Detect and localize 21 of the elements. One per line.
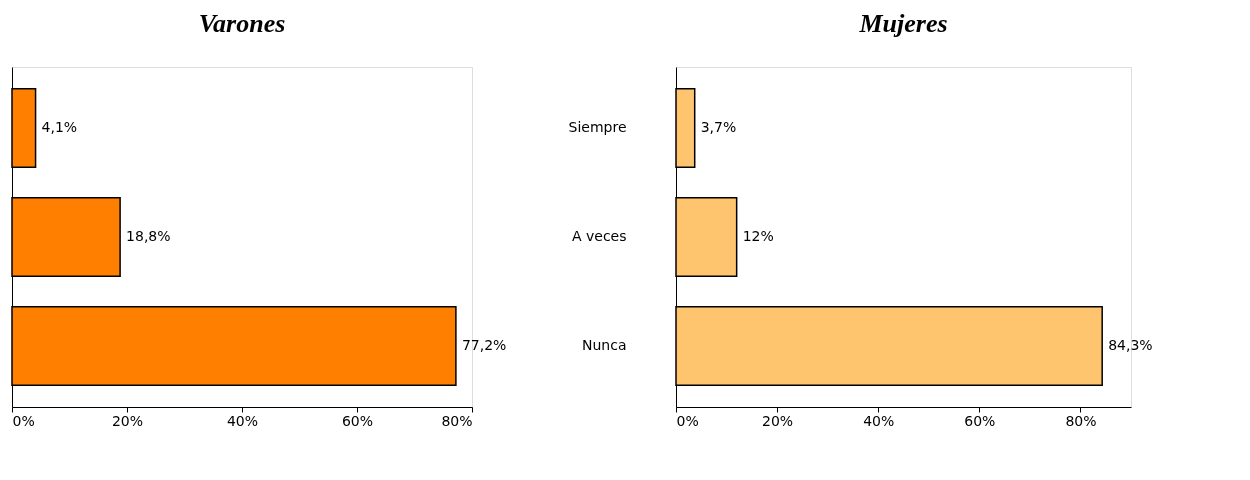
x-tick-label: 60% xyxy=(964,412,996,429)
x-tick-label: 80% xyxy=(441,412,473,429)
x-tick-label: 0% xyxy=(12,412,35,429)
x-tick-label: 80% xyxy=(1065,412,1097,429)
y-tick-label: Nunca xyxy=(582,336,627,353)
x-tick-label: 20% xyxy=(111,412,144,429)
y-tick-label: A veces xyxy=(571,228,627,244)
data-label: 84,3% xyxy=(1108,336,1153,353)
y-tick-label: Siempre xyxy=(568,119,627,136)
data-label: 77,2% xyxy=(461,336,507,353)
data-label: 12% xyxy=(742,228,774,244)
data-label: 18,8% xyxy=(126,228,171,244)
chart-title: Mujeres xyxy=(858,9,948,38)
chart-title: Varones xyxy=(198,9,286,38)
x-tick-label: 40% xyxy=(863,412,895,429)
x-tick-label: 60% xyxy=(341,412,374,429)
data-label: 4,1% xyxy=(41,119,78,136)
x-tick-label: 0% xyxy=(676,412,699,429)
data-label: 3,7% xyxy=(700,119,737,136)
x-tick-label: 40% xyxy=(226,412,259,429)
x-tick-label: 20% xyxy=(762,412,794,429)
